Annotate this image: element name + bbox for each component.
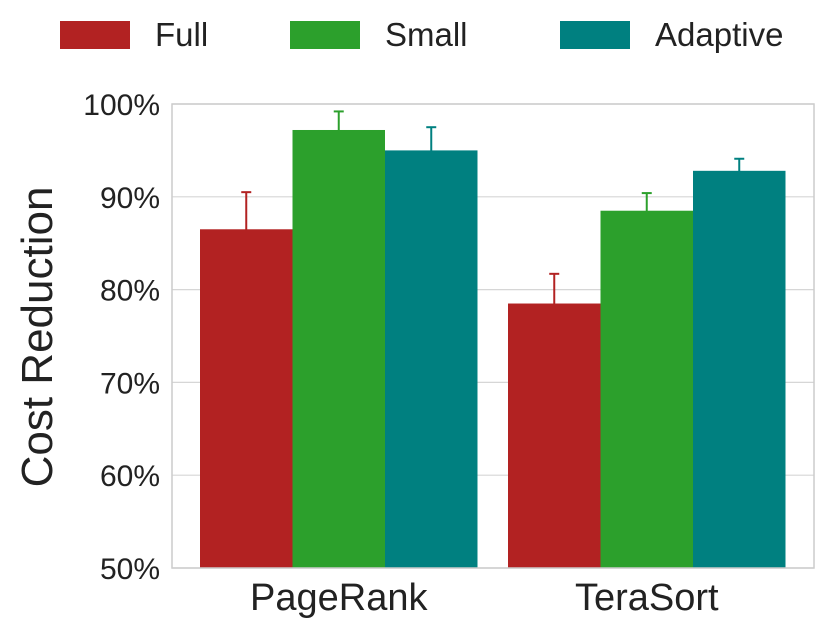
error-bar-adaptive-pagerank: [426, 126, 437, 174]
legend-swatch-full: [60, 21, 130, 49]
error-bar-full-pagerank: [241, 191, 252, 267]
error-bar-small-terasort: [641, 192, 652, 229]
legend-label-full: Full: [155, 16, 209, 53]
error-bars: [241, 110, 745, 334]
y-tick-label: 70%: [100, 367, 160, 400]
plot-frame: [171, 103, 815, 569]
y-tick-label: 60%: [100, 460, 160, 493]
bar-small-pagerank: [292, 129, 385, 568]
legend-label-adaptive: Adaptive: [655, 16, 784, 53]
legend-swatch-adaptive: [560, 21, 630, 49]
y-axis-title: Cost Reduction: [13, 187, 62, 488]
bar-full-terasort: [508, 303, 601, 568]
bars: [200, 129, 786, 569]
bar-full-pagerank: [200, 229, 293, 568]
y-tick-labels: 50% 60% 70% 80% 90% 100%: [83, 89, 160, 586]
legend-swatch-small: [290, 21, 360, 49]
x-tick-label-terasort: TeraSort: [575, 577, 719, 619]
legend-item-adaptive: Adaptive: [560, 15, 783, 55]
y-tick-label: 50%: [100, 553, 160, 586]
error-bar-full-terasort: [549, 272, 560, 334]
legend-item-small: Small: [290, 15, 468, 55]
y-tick-label: 90%: [100, 182, 160, 215]
error-bar-small-pagerank: [333, 110, 344, 149]
error-bar-adaptive-terasort: [734, 157, 745, 183]
bar-adaptive-pagerank: [385, 150, 478, 568]
legend-label-small: Small: [385, 16, 468, 53]
x-tick-label-pagerank: PageRank: [250, 577, 428, 619]
y-tick-label: 80%: [100, 275, 160, 308]
x-tick-labels: PageRank TeraSort: [250, 577, 719, 619]
legend-item-full: Full: [60, 15, 208, 55]
bar-adaptive-terasort: [693, 170, 786, 569]
y-tick-label: 100%: [83, 89, 160, 122]
legend: Full Small Adaptive: [0, 15, 830, 55]
bar-small-terasort: [600, 210, 693, 568]
